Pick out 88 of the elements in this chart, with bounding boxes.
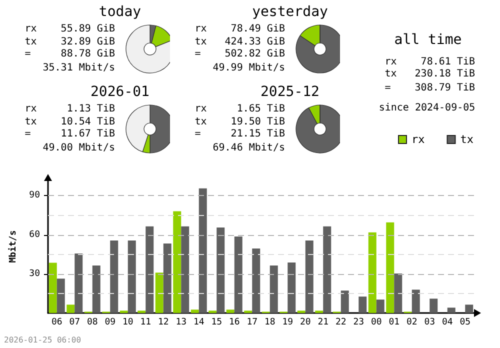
text: 2026-01-25 06:00 [4, 336, 82, 344]
x-tick-label: 14 [193, 318, 204, 328]
bar [216, 227, 225, 313]
x-tick-label: 13 [176, 318, 187, 328]
text: tx 10.54 TiB [24, 116, 115, 128]
x-tick-label: 12 [158, 318, 169, 328]
text: 49.00 Mbit/s [42, 142, 115, 154]
bar [386, 222, 394, 313]
x-tick-label: 04 [442, 318, 453, 328]
bar [430, 298, 438, 313]
text: tx 32.89 GiB [24, 36, 115, 48]
text: 35.31 Mbit/s [42, 62, 115, 74]
bar [74, 254, 83, 313]
x-tick-label: 00 [370, 318, 382, 328]
bar [181, 226, 190, 313]
bar [394, 273, 402, 313]
chart-title: today [98, 4, 142, 20]
x-tick-label: 05 [460, 318, 471, 328]
bar [48, 262, 57, 313]
bar [447, 308, 456, 313]
text: all time [394, 32, 462, 48]
bar [190, 310, 199, 313]
bar [128, 240, 136, 313]
text: since 2024-09-05 [378, 102, 476, 114]
text: = 308.79 TiB [384, 82, 475, 94]
x-tick-label: 03 [424, 318, 436, 328]
x-tick-label: 17 [246, 318, 258, 328]
bar [323, 226, 332, 313]
y-tick-label: 90 [29, 190, 40, 201]
x-tick-label: 15 [211, 318, 222, 328]
chart-title: 2025-12 [260, 84, 320, 100]
text: rx 78.49 GiB [194, 24, 285, 34]
legend-label: tx [460, 133, 474, 146]
bar [288, 262, 296, 313]
bar [252, 248, 260, 313]
x-tick-label: 08 [86, 318, 98, 328]
x-tick-label: 20 [300, 318, 311, 328]
y-tick-label: 60 [29, 230, 40, 240]
x-tick-label: 16 [228, 318, 240, 328]
y-axis-title: Mbit/s [8, 230, 18, 263]
x-tick-label: 02 [406, 318, 418, 328]
x-tick-label: 01 [388, 318, 400, 328]
chart-title: 2026-01 [90, 84, 150, 100]
text: = 21.15 TiB [194, 128, 285, 140]
x-tick-label: 09 [104, 318, 116, 328]
bar [92, 266, 100, 313]
text: tx 230.18 TiB [384, 68, 475, 80]
text: rx 78.61 TiB [384, 56, 475, 68]
x-tick-label: 11 [140, 318, 152, 328]
bar [56, 278, 65, 313]
bar [465, 304, 474, 313]
y-tick-label: 30 [29, 268, 40, 279]
text: tx 424.33 GiB [194, 36, 285, 48]
bar [412, 290, 420, 313]
text: rx 1.13 TiB [24, 104, 115, 114]
bar [226, 310, 234, 313]
bar [198, 188, 207, 313]
x-tick-label: 18 [264, 318, 276, 328]
bar [173, 211, 182, 313]
chart-title: yesterday [252, 4, 328, 20]
legend-label: rx [412, 133, 426, 146]
bar [376, 300, 384, 313]
text: tx 19.50 TiB [194, 116, 285, 128]
bar [270, 266, 278, 313]
x-tick-label: 21 [318, 318, 329, 328]
bar [66, 304, 75, 313]
x-tick-label: 23 [353, 318, 364, 328]
x-tick-label: 22 [335, 318, 346, 328]
bar [163, 244, 172, 313]
text: rx 55.89 GiB [24, 24, 115, 34]
text: = 11.67 TiB [24, 128, 115, 140]
text: 49.99 Mbit/s [212, 62, 285, 74]
text: = 88.78 GiB [24, 48, 115, 60]
x-tick-label: 10 [122, 318, 134, 328]
x-tick-label: 19 [282, 318, 294, 328]
bar [110, 240, 118, 313]
bar [340, 290, 349, 313]
x-tick-label: 06 [51, 318, 62, 328]
text: 69.46 Mbit/s [212, 142, 285, 154]
bar [358, 296, 367, 313]
bar [305, 240, 314, 313]
text: rx 1.65 TiB [194, 104, 285, 114]
bar [146, 226, 154, 313]
bar [234, 236, 242, 313]
text: = 502.82 GiB [194, 48, 285, 60]
bar [368, 232, 376, 313]
bar [155, 272, 164, 313]
x-tick-label: 07 [69, 318, 80, 328]
